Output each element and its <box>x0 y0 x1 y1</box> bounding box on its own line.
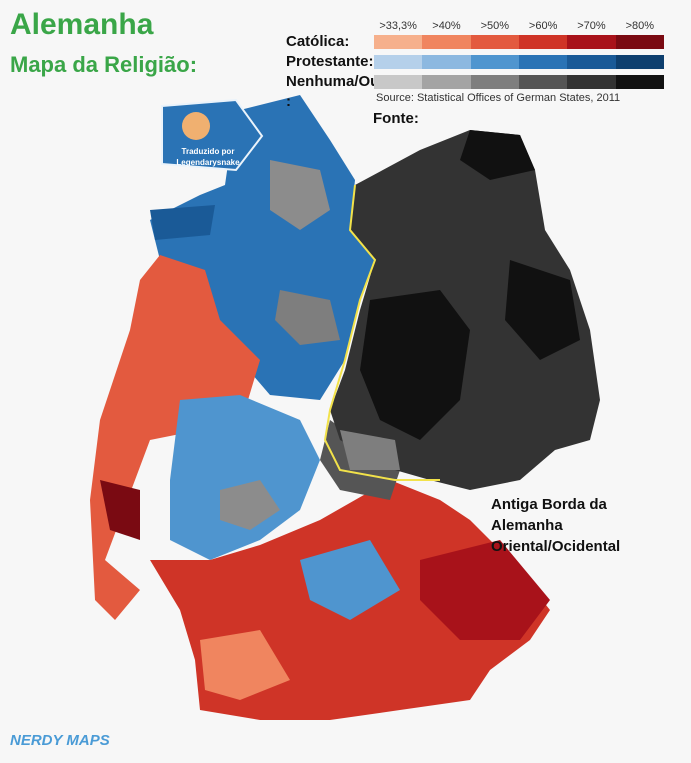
translator-line: Traduzido por <box>182 147 235 156</box>
legend-swatch <box>422 55 471 69</box>
region-north-light <box>270 160 330 230</box>
region-north-mid <box>275 290 340 345</box>
legend-row-none <box>374 75 664 89</box>
legend-swatch <box>518 75 568 89</box>
region-east-black-east <box>505 260 580 360</box>
legend-swatch <box>615 35 664 49</box>
former-inner-german-border <box>323 184 440 481</box>
map-subtitle: Mapa da Religião: <box>10 52 198 77</box>
region-east-darkest <box>360 290 470 440</box>
legend-swatch <box>470 75 519 89</box>
legend-swatch <box>567 75 616 89</box>
legend-threshold: >80% <box>625 20 655 32</box>
legend-swatch <box>567 55 616 69</box>
region-center-protestant <box>170 395 320 560</box>
legend-swatch <box>470 35 519 49</box>
legend-label-catholic: Católica: <box>286 33 350 50</box>
legend-swatch <box>567 35 616 49</box>
region-southeast-dark <box>420 540 550 640</box>
legend-colon-fragment: : <box>286 93 291 110</box>
legend-swatch <box>518 35 568 49</box>
legend-label-none: Nenhuma/Outra <box>286 73 399 90</box>
legend-swatch <box>374 75 423 89</box>
region-east-black-north <box>460 130 535 180</box>
legend-threshold: >60% <box>528 20 558 32</box>
legend-swatch <box>422 75 471 89</box>
border-annotation-line: Alemanha <box>491 517 563 534</box>
region-coast-dark <box>150 205 215 240</box>
source-label: Fonte: <box>373 110 419 127</box>
legend-row-protestant <box>374 55 664 69</box>
legend-swatch <box>470 55 519 69</box>
border-annotation-line: Oriental/Ocidental <box>491 538 621 555</box>
map-title: Alemanha <box>10 8 154 41</box>
region-south-light <box>200 630 290 700</box>
translator-line: Legendarysnake <box>176 158 240 167</box>
source-text: Source: Statistical Offices of German St… <box>376 92 621 104</box>
legend-swatch <box>374 55 423 69</box>
border-annotation: Antiga Borda da Alemanha Oriental/Ociden… <box>491 494 620 557</box>
region-west-dark-catholic <box>100 480 140 540</box>
legend-swatch <box>374 35 423 49</box>
legend-threshold: >33,3% <box>379 20 417 32</box>
region-west-catholic <box>90 255 260 620</box>
translator-badge: Traduzido por Legendarysnake <box>161 98 264 172</box>
legend-swatch <box>615 55 664 69</box>
legend-swatch <box>615 75 664 89</box>
legend-thresholds: >33,3% >40% >50% >60% >70% >80% <box>374 20 664 32</box>
legend-row-catholic <box>374 35 664 49</box>
legend-threshold: >50% <box>480 20 510 32</box>
region-east-gray <box>340 430 400 470</box>
legend-threshold: >70% <box>577 20 606 32</box>
legend-label-protestant: Protestante: <box>286 53 374 70</box>
border-annotation-line: Antiga Borda da <box>491 496 607 513</box>
legend-swatch <box>422 35 471 49</box>
legend-threshold: >40% <box>432 20 461 32</box>
brand-logo: NERDY MAPS <box>10 732 110 749</box>
region-center-gray <box>220 480 280 530</box>
avatar-icon <box>182 112 210 140</box>
region-south-protestant <box>300 540 400 620</box>
legend-swatch <box>518 55 568 69</box>
